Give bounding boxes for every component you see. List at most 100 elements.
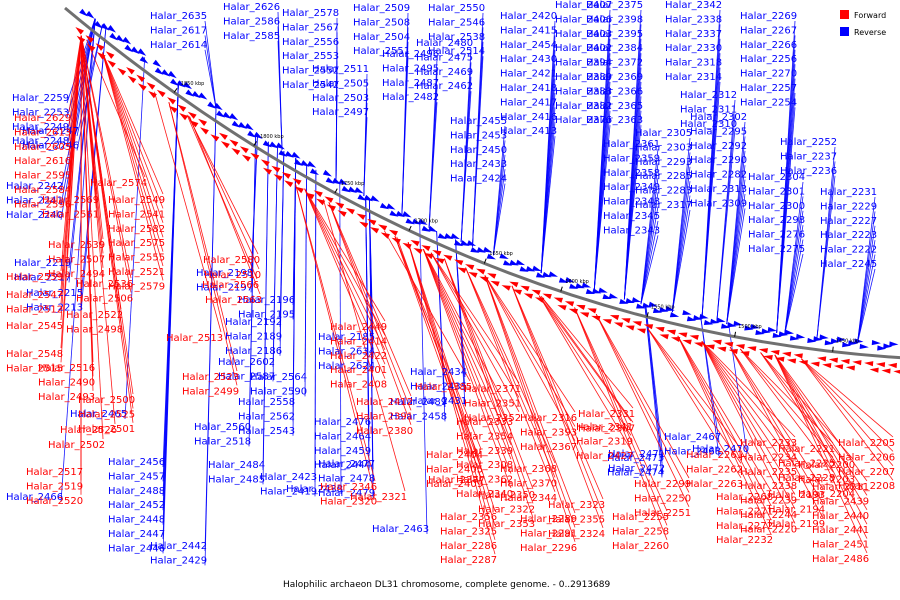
reverse-gene-glyph: [778, 331, 788, 337]
reverse-gene-label: Halar_2626: [223, 2, 280, 13]
reverse-gene-glyph: [152, 59, 162, 68]
reverse-gene-label: Halar_2423: [260, 472, 317, 483]
reverse-label-connector: [472, 56, 484, 247]
reverse-gene-label: Halar_2245: [820, 259, 877, 270]
reverse-gene-label: Halar_2456: [108, 457, 165, 468]
reverse-gene-label: Halar_2420: [500, 11, 557, 22]
forward-gene-label: Halar_2377: [428, 475, 485, 486]
forward-label-connector: [80, 35, 132, 279]
scale-tick-mark: [646, 312, 649, 318]
reverse-gene-label: Halar_2253: [12, 107, 69, 118]
forward-label-connector: [322, 199, 406, 492]
forward-gene-label: Halar_2289: [520, 514, 577, 525]
reverse-gene-label: Halar_2275: [748, 244, 805, 255]
forward-gene-label: Halar_2331: [578, 409, 635, 420]
reverse-label-connector: [776, 107, 796, 333]
reverse-gene-label: Halar_2488: [108, 486, 165, 497]
reverse-gene-glyph: [761, 328, 771, 334]
reverse-gene-label: Halar_2413: [500, 126, 557, 137]
forward-label-connector: [484, 275, 576, 542]
reverse-gene-label: Halar_2475: [416, 52, 473, 63]
forward-label-connector: [430, 252, 520, 398]
forward-label-connector: [801, 358, 894, 467]
reverse-gene-glyph: [109, 32, 118, 41]
reverse-gene-label: Halar_2473: [607, 453, 664, 464]
forward-gene-glyph: [146, 82, 156, 90]
reverse-gene-glyph: [161, 69, 171, 77]
reverse-gene-label: Halar_2504: [353, 32, 410, 43]
reverse-gene-glyph: [191, 90, 201, 99]
forward-gene-label: Halar_2404: [426, 450, 483, 461]
reverse-gene-label: Halar_2590: [250, 386, 307, 397]
forward-gene-label: Halar_2356: [440, 512, 497, 523]
forward-gene-glyph: [591, 315, 601, 321]
reverse-label-connector: [419, 223, 428, 535]
reverse-gene-label: Halar_2375: [586, 0, 643, 11]
reverse-label-connector: [248, 133, 257, 447]
reverse-gene-glyph: [744, 325, 754, 331]
reverse-gene-label: Halar_2318: [665, 58, 722, 69]
reverse-gene-label: Halar_2438: [286, 484, 343, 495]
forward-gene-glyph: [377, 224, 388, 231]
reverse-gene-label: Halar_2465: [70, 409, 127, 420]
reverse-gene-label: Halar_2189: [225, 331, 282, 342]
reverse-label-connector: [460, 91, 472, 242]
reverse-gene-label: Halar_2246: [22, 140, 79, 151]
forward-gene-glyph: [852, 360, 862, 366]
forward-gene-glyph: [424, 253, 434, 260]
reverse-gene-glyph: [836, 336, 847, 342]
forward-gene-label: Halar_2368: [500, 464, 557, 475]
forward-gene-glyph: [337, 210, 347, 217]
forward-gene-glyph: [523, 293, 534, 299]
forward-label-connector: [540, 296, 634, 423]
forward-gene-label: Halar_2525: [78, 409, 135, 420]
reverse-gene-label: Halar_2213: [26, 302, 83, 313]
reverse-gene-glyph: [499, 253, 509, 259]
forward-label-connector: [595, 314, 690, 479]
forward-gene-label: Halar_2296: [520, 543, 577, 554]
forward-gene-glyph: [875, 362, 886, 368]
reverse-gene-label: Halar_2468: [664, 446, 721, 457]
forward-gene-label: Halar_2526: [60, 425, 117, 436]
forward-gene-glyph: [435, 257, 445, 264]
forward-gene-label: Halar_2574: [90, 178, 147, 189]
reverse-gene-label: Halar_2462: [416, 81, 473, 92]
forward-gene-label: Halar_2494: [48, 269, 105, 280]
forward-gene-label: Halar_2371: [464, 384, 521, 395]
reverse-gene-label: Halar_2257: [740, 83, 797, 94]
reverse-gene-label: Halar_2624: [318, 361, 375, 372]
forward-gene-glyph: [693, 342, 704, 348]
reverse-gene-glyph: [854, 338, 864, 344]
forward-gene-label: Halar_2548: [6, 349, 63, 360]
forward-gene-label: Halar_2262: [686, 464, 743, 475]
forward-gene-glyph: [241, 154, 251, 162]
forward-gene-label: Halar_2441: [812, 525, 869, 536]
scale-tick-mark: [173, 88, 178, 93]
reverse-gene-glyph: [428, 225, 438, 233]
reverse-gene-glyph: [727, 322, 737, 328]
forward-gene-glyph: [167, 97, 176, 105]
reverse-gene-glyph: [699, 313, 709, 319]
forward-gene-glyph: [705, 344, 715, 350]
reverse-gene-label: Halar_2376: [555, 115, 612, 126]
reverse-gene-label: Halar_2433: [450, 159, 507, 170]
chromosome-backbone: [64, 6, 900, 360]
forward-label-connector: [774, 354, 868, 496]
reverse-gene-label: Halar_2551: [353, 46, 410, 57]
forward-gene-glyph: [723, 342, 734, 348]
legend-reverse-label: Reverse: [854, 28, 886, 37]
forward-gene-label: Halar_2239: [740, 496, 797, 507]
forward-gene-label: Halar_2322: [478, 504, 535, 515]
reverse-gene-glyph: [183, 81, 193, 90]
reverse-gene-glyph: [598, 287, 608, 293]
reverse-gene-glyph: [848, 340, 858, 346]
forward-gene-label: Halar_2207: [838, 467, 895, 478]
reverse-gene-glyph: [716, 317, 726, 323]
forward-gene-glyph: [359, 221, 369, 228]
reverse-gene-glyph: [859, 343, 869, 350]
forward-gene-glyph: [845, 365, 856, 371]
forward-gene-glyph: [625, 325, 635, 331]
reverse-label-connector: [640, 192, 659, 305]
reverse-label-connector: [277, 40, 283, 151]
reverse-gene-glyph: [269, 141, 279, 149]
